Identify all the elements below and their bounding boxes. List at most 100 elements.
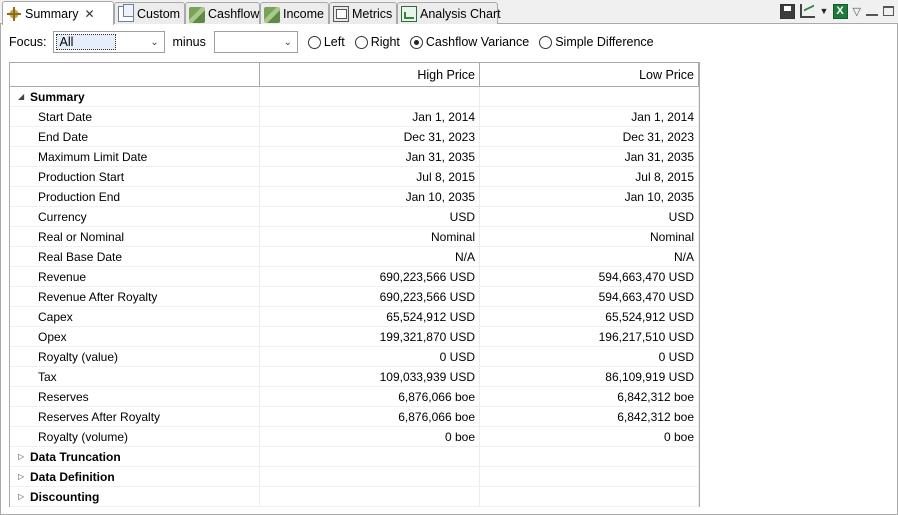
row-label: Revenue After Royalty [10,287,260,306]
radio-left[interactable]: Left [307,35,345,49]
high-price-value: N/A [260,247,480,266]
column-header-high-price[interactable]: High Price [260,63,480,86]
radio-right-indicator[interactable] [354,35,368,49]
high-price-value: Dec 31, 2023 [260,127,480,146]
table-row[interactable]: Tax 109,033,939 USD 86,109,919 USD [10,367,699,387]
excel-export-icon[interactable]: X [832,3,848,19]
radio-cashflow-variance-indicator[interactable] [409,35,423,49]
low-price-value: 86,109,919 USD [480,367,699,386]
row-label: Royalty (volume) [10,427,260,446]
table-row[interactable]: Revenue After Royalty 690,223,566 USD 594,… [10,287,699,307]
view-toolbar: ▼ X ▽ [779,3,894,19]
tab-cashflow[interactable]: Cashflow [185,2,260,24]
expand-triangle-right-icon[interactable]: ▷ [18,452,25,461]
table-row[interactable]: Real Base Date N/A N/A [10,247,699,267]
section-row-data-definition[interactable]: ▷ Data Definition [10,467,699,487]
high-price-value: Jul 8, 2015 [260,167,480,186]
table-row[interactable]: Currency USD USD [10,207,699,227]
low-price-value: 0 boe [480,427,699,446]
high-price-value: 65,524,912 USD [260,307,480,326]
table-row[interactable]: Revenue 690,223,566 USD 594,663,470 USD [10,267,699,287]
table-body: ◢ Summary Start Date Jan 1, 2014 Jan 1, 2014… [10,87,699,507]
tab-analysis-chart[interactable]: Analysis Chart [397,2,501,24]
table-row[interactable]: Maximum Limit Date Jan 31, 2035 Jan 31, 20… [10,147,699,167]
tab-cashflow-label: Cashflow [208,6,260,21]
tab-income[interactable]: Income [260,2,329,24]
table-row[interactable]: Capex 65,524,912 USD 65,524,912 USD [10,307,699,327]
table-row[interactable]: Royalty (volume) 0 boe 0 boe [10,427,699,447]
row-label: Start Date [10,107,260,126]
minus-label: minus [172,35,206,49]
table-row[interactable]: Opex 199,321,870 USD 196,217,510 USD [10,327,699,347]
expand-triangle-down-icon[interactable]: ◢ [18,92,25,101]
summary-icon [6,5,22,22]
tab-custom[interactable]: Custom [114,2,185,24]
low-price-value: USD [480,207,699,226]
section-cell[interactable]: ▷ Data Truncation [10,447,260,466]
chevron-down-icon[interactable]: ⌄ [283,36,293,48]
chevron-down-icon[interactable]: ⌄ [150,36,159,48]
radio-cashflow-variance[interactable]: Cashflow Variance [409,35,530,49]
row-label: Production End [10,187,260,206]
section-cell[interactable]: ▷ Data Definition [10,467,260,486]
expand-triangle-right-icon[interactable]: ▷ [18,492,25,501]
row-label: Currency [10,207,260,226]
table-row[interactable]: Real or Nominal Nominal Nominal [10,227,699,247]
empty-cell [480,87,699,106]
column-header-low-price[interactable]: Low Price [480,63,699,86]
chart-export-icon[interactable] [799,4,815,18]
section-cell[interactable]: ▷ Discounting [10,487,260,506]
row-label: Reserves [10,387,260,406]
expand-triangle-right-icon[interactable]: ▷ [18,472,25,481]
radio-right-label: Right [370,35,400,49]
section-cell[interactable]: ◢ Summary [10,87,260,106]
radio-simple-difference[interactable]: Simple Difference [539,35,654,49]
document-icon [118,4,134,22]
column-header-name[interactable] [10,63,260,86]
low-price-value: 65,524,912 USD [480,307,699,326]
radio-left-indicator[interactable] [307,35,321,49]
maximize-icon[interactable] [883,6,894,16]
minus-select[interactable]: ⌄ [213,31,298,53]
view-menu-icon[interactable]: ▽ [852,5,861,18]
row-label: Tax [10,367,260,386]
radio-cashflow-variance-label: Cashflow Variance [425,35,530,49]
section-row-data-truncation[interactable]: ▷ Data Truncation [10,447,699,467]
radio-simple-difference-indicator[interactable] [539,35,553,49]
low-price-value: Dec 31, 2023 [480,127,699,146]
minimize-icon[interactable] [866,6,878,16]
table-header: High Price Low Price [10,63,699,87]
section-row-summary[interactable]: ◢ Summary [10,87,699,107]
row-label: End Date [10,127,260,146]
high-price-value: Nominal [260,227,480,246]
row-label: Maximum Limit Date [10,147,260,166]
row-label: Real or Nominal [10,227,260,246]
summary-tree-table: High Price Low Price ◢ Summary Start Date J… [9,62,700,507]
table-row[interactable]: Royalty (value) 0 USD 0 USD [10,347,699,367]
high-price-value: USD [260,207,480,226]
table-row[interactable]: Start Date Jan 1, 2014 Jan 1, 2014 [10,107,699,127]
row-label: Opex [10,327,260,346]
tab-analysis-chart-label: Analysis Chart [420,6,501,21]
chevron-down-icon[interactable]: ▼ [819,6,829,16]
focus-select[interactable]: All ⌄ [52,31,165,53]
table-row[interactable]: Reserves After Royalty 6,876,066 boe 6,842… [10,407,699,427]
high-price-value: 109,033,939 USD [260,367,480,386]
row-label: Real Base Date [10,247,260,266]
close-icon[interactable]: ✕ [84,6,95,21]
analysis-chart-icon [401,5,417,22]
table-row[interactable]: Production End Jan 10, 2035 Jan 10, 2035 [10,187,699,207]
high-price-value: 0 boe [260,427,480,446]
save-icon[interactable] [779,4,795,19]
table-row[interactable]: Production Start Jul 8, 2015 Jul 8, 2015 [10,167,699,187]
section-label: Data Definition [30,469,115,484]
section-row-discounting[interactable]: ▷ Discounting [10,487,699,507]
tab-summary[interactable]: Summary ✕ [2,1,114,25]
high-price-value: 6,876,066 boe [260,407,480,426]
high-price-value: Jan 10, 2035 [260,187,480,206]
radio-right[interactable]: Right [354,35,400,49]
table-row[interactable]: End Date Dec 31, 2023 Dec 31, 2023 [10,127,699,147]
tab-metrics[interactable]: Metrics [329,2,397,24]
table-row[interactable]: Reserves 6,876,066 boe 6,842,312 boe [10,387,699,407]
metrics-icon [333,5,349,22]
